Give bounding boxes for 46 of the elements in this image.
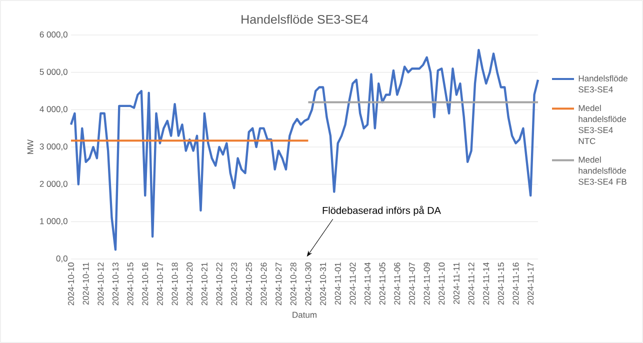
y-tick-label: 1 000,0 bbox=[40, 218, 68, 226]
x-tick-label: 2024-11-15 bbox=[498, 262, 504, 305]
x-tick-label: 2024-10-27 bbox=[276, 262, 282, 306]
x-tick-label: 2024-10-18 bbox=[172, 262, 178, 306]
x-tick-label: 2024-11-16 bbox=[512, 262, 519, 305]
legend-label: Medel handelsflöde SE3-SE4 FB bbox=[578, 156, 626, 185]
x-tick-label: 2024-10-11 bbox=[82, 262, 89, 305]
y-axis-title: MW bbox=[27, 139, 34, 154]
y-tick-label: 5 000,0 bbox=[40, 68, 68, 76]
x-tick-label: 2024-11-17 bbox=[528, 262, 534, 305]
x-tick-label: 2024-11-11 bbox=[453, 262, 460, 304]
x-tick-label: 2024-10-28 bbox=[290, 262, 296, 306]
y-tick-label: 6 000,0 bbox=[40, 32, 68, 39]
x-tick-label: 2024-10-15 bbox=[127, 262, 134, 306]
legend-label: Medel handelsflöde SE3-SE4 NTC bbox=[578, 104, 626, 144]
chart-title: Handelsflöde SE3-SE4 bbox=[242, 14, 368, 24]
legend-label: Handelsflöde SE3-SE4 bbox=[578, 75, 628, 92]
x-tick-label: 2024-11-05 bbox=[379, 262, 386, 305]
x-tick-label: 2024-10-31 bbox=[320, 262, 326, 306]
x-axis-title: Datum bbox=[292, 312, 316, 318]
x-tick-label: 2024-10-26 bbox=[260, 262, 267, 306]
x-tick-label: 2024-10-22 bbox=[216, 262, 222, 306]
x-tick-label: 2024-11-09 bbox=[424, 262, 430, 305]
x-tick-label: 2024-11-10 bbox=[438, 262, 445, 305]
x-tick-label: 2024-11-14 bbox=[483, 262, 490, 305]
x-tick-label: 2024-10-12 bbox=[98, 262, 104, 306]
y-tick-label: 3 000,0 bbox=[40, 143, 68, 151]
x-tick-label: 2024-10-30 bbox=[305, 262, 312, 306]
x-tick-label: 2024-10-16 bbox=[142, 262, 148, 306]
annotation: Flödebaserad införs på DA bbox=[322, 206, 441, 216]
x-tick-label: 2024-11-02 bbox=[350, 262, 356, 305]
y-tick-label: 2 000,0 bbox=[40, 180, 68, 188]
x-tick-label: 2024-11-01 bbox=[334, 262, 341, 305]
x-tick-label: 2024-10-23 bbox=[231, 262, 238, 306]
x-tick-label: 2024-11-04 bbox=[364, 262, 371, 305]
x-tick-label: 2024-10-21 bbox=[201, 262, 208, 306]
x-tick-label: 2024-10-13 bbox=[112, 262, 118, 306]
x-tick-label: 2024-10-25 bbox=[246, 262, 252, 306]
y-tick-label: 4 000,0 bbox=[40, 106, 68, 114]
y-tick-label: 0,0 bbox=[56, 255, 68, 263]
x-tick-label: 2024-11-07 bbox=[408, 262, 415, 305]
x-tick-label: 2024-10-17 bbox=[156, 262, 163, 306]
x-tick-label: 2024-11-12 bbox=[468, 262, 474, 305]
x-tick-label: 2024-10-10 bbox=[68, 262, 74, 306]
x-tick-label: 2024-11-06 bbox=[394, 262, 400, 305]
x-tick-label: 2024-10-20 bbox=[186, 262, 193, 306]
